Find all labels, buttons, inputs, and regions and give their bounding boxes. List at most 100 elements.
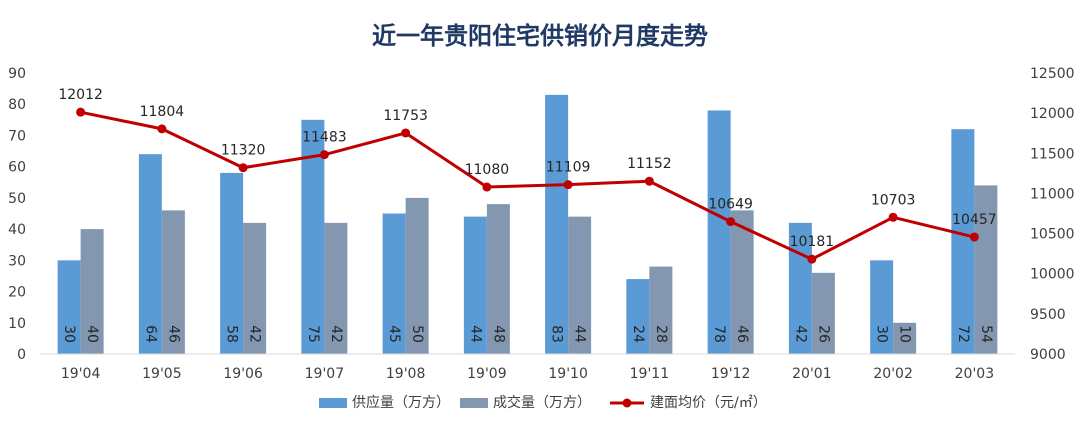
- supply-value-label: 78: [711, 325, 727, 343]
- supply-bar: [382, 213, 406, 354]
- price-value-label: 11483: [302, 130, 347, 146]
- x-tick-label: 19'08: [386, 366, 425, 382]
- price-point: [969, 232, 979, 242]
- price-value-label: 10649: [708, 197, 753, 213]
- sales-value-label: 26: [815, 325, 831, 343]
- supply-value-label: 42: [792, 325, 808, 343]
- price-value-label: 10181: [790, 234, 835, 250]
- supply-bar: [626, 279, 650, 354]
- supply-bar: [301, 119, 325, 354]
- price-point: [807, 254, 817, 264]
- supply-bar: [220, 172, 244, 354]
- sales-value-label: 42: [328, 325, 344, 343]
- x-tick-label: 19'04: [61, 366, 101, 382]
- right-tick-label: 9500: [1030, 307, 1066, 323]
- right-tick-label: 12000: [1030, 106, 1075, 122]
- price-point: [563, 180, 573, 190]
- supply-value-label: 64: [142, 325, 158, 343]
- supply-bar: [463, 216, 487, 354]
- x-tick-label: 20'02: [873, 366, 912, 382]
- price-point: [888, 212, 898, 222]
- supply-bar: [951, 129, 975, 354]
- sales-value-label: 50: [409, 325, 425, 343]
- sales-bar: [811, 272, 835, 354]
- sales-bar: [243, 222, 267, 354]
- price-point: [726, 217, 736, 227]
- x-tick-label: 19'12: [711, 366, 750, 382]
- left-tick-label: 10: [8, 316, 26, 332]
- supply-value-label: 72: [955, 325, 971, 343]
- price-line: 12012 11804 11320 11483 11753 11080 11109 11152…: [58, 87, 997, 264]
- sales-value-label: 46: [734, 325, 750, 343]
- x-tick-label: 20'01: [792, 366, 831, 382]
- right-tick-label: 9000: [1030, 347, 1066, 363]
- bar-labels: 30 40 64 46 58 42 75 42 45 50 44 48 83 44 24 28 78 46 42 26…: [61, 325, 994, 343]
- x-tick-label: 19'11: [630, 366, 669, 382]
- price-value-label: 11152: [627, 156, 672, 172]
- sales-bar: [730, 210, 754, 354]
- sales-value-label: 44: [572, 325, 588, 343]
- left-tick-label: 20: [8, 285, 26, 301]
- supply-bar: [870, 260, 894, 354]
- sales-bar: [161, 210, 185, 354]
- x-axis: 19'04 19'05 19'06 19'07 19'08 19'09 19'10 19'11…: [61, 366, 994, 382]
- right-axis: 9000 9500 10000 10500 11000 11500 12000 12500: [1030, 66, 1075, 363]
- right-tick-label: 11000: [1030, 186, 1075, 202]
- legend-swatch-price-marker: [622, 398, 632, 408]
- sales-bar: [649, 266, 673, 354]
- supply-value-label: 30: [874, 325, 890, 343]
- sales-value-label: 42: [247, 325, 263, 343]
- legend-swatch-sales: [460, 398, 488, 408]
- right-tick-label: 11500: [1030, 146, 1075, 162]
- left-tick-label: 80: [8, 97, 26, 113]
- right-tick-label: 10500: [1030, 227, 1075, 243]
- price-value-label: 10703: [871, 192, 916, 208]
- supply-value-label: 58: [224, 325, 240, 343]
- legend-label-supply: 供应量（万方）: [352, 394, 450, 411]
- price-point: [238, 163, 248, 173]
- left-tick-label: 0: [17, 347, 26, 363]
- chart-title: 近一年贵阳住宅供销价月度走势: [372, 22, 708, 50]
- legend-label-sales: 成交量（万方）: [493, 394, 591, 411]
- sales-value-label: 54: [978, 325, 994, 343]
- left-tick-label: 30: [8, 253, 26, 269]
- left-tick-label: 70: [8, 128, 26, 144]
- supply-value-label: 45: [386, 325, 402, 343]
- legend: 供应量（万方） 成交量（万方） 建面均价（元/㎡）: [319, 394, 767, 411]
- sales-bar: [893, 322, 917, 354]
- price-point: [644, 176, 654, 186]
- price-value-label: 11109: [546, 160, 591, 176]
- legend-label-price: 建面均价（元/㎡）: [650, 395, 767, 411]
- sales-bar: [405, 197, 429, 354]
- supply-bar: [545, 94, 569, 354]
- sales-bar: [974, 185, 998, 354]
- left-tick-label: 40: [8, 222, 26, 238]
- legend-swatch-supply: [319, 398, 347, 408]
- price-point: [401, 128, 411, 138]
- x-tick-label: 19'07: [305, 366, 344, 382]
- sales-value-label: 10: [897, 325, 913, 343]
- price-value-label: 11753: [383, 108, 428, 124]
- bars: [57, 94, 998, 354]
- supply-bar: [138, 154, 162, 354]
- price-point: [157, 124, 167, 134]
- price-point: [319, 150, 329, 160]
- supply-bar: [707, 110, 731, 354]
- x-tick-label: 19'05: [142, 366, 181, 382]
- left-axis: 0 10 20 30 40 50 60 70 80 90: [8, 66, 26, 363]
- sales-bar: [486, 204, 510, 354]
- supply-value-label: 44: [467, 325, 483, 343]
- sales-value-label: 40: [84, 325, 100, 343]
- x-tick-label: 19'09: [467, 366, 506, 382]
- x-tick-label: 20'03: [955, 366, 994, 382]
- price-point: [76, 107, 86, 117]
- sales-value-label: 28: [653, 325, 669, 343]
- price-point: [482, 182, 492, 192]
- x-tick-label: 19'10: [548, 366, 587, 382]
- supply-value-label: 24: [630, 325, 646, 343]
- sales-bar: [80, 229, 104, 354]
- sales-bar: [568, 216, 592, 354]
- sales-value-label: 48: [490, 325, 506, 343]
- right-tick-label: 10000: [1030, 267, 1075, 283]
